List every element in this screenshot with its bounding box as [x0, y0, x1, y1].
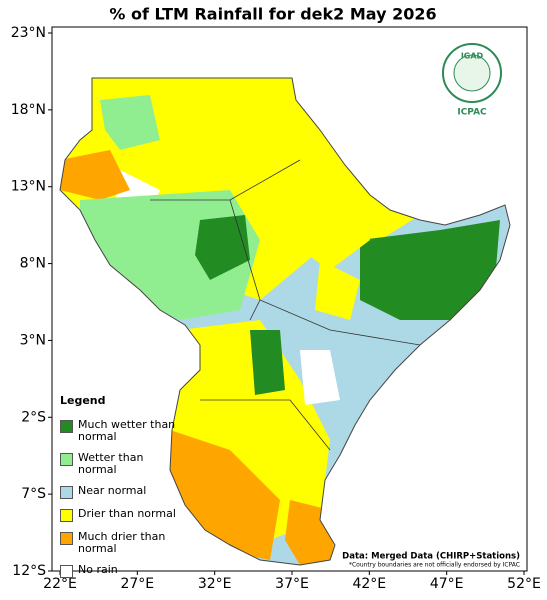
lon-label: 52°E — [507, 576, 541, 592]
legend-swatch — [60, 565, 73, 578]
lat-label: 2°S — [21, 409, 46, 425]
legend-swatch — [60, 532, 73, 545]
legend-label: Much wetter than normal — [78, 418, 176, 443]
legend-label: Drier than normal — [78, 507, 176, 520]
legend-swatch — [60, 453, 73, 466]
legend-swatch — [60, 509, 73, 522]
lat-label: 12°S — [12, 563, 46, 579]
legend-item: Much wetter than normal — [60, 419, 178, 443]
boundaries — [150, 159, 421, 451]
lat-label: 3°N — [20, 332, 46, 348]
lat-label: 18°N — [11, 102, 46, 118]
legend-title: Legend — [60, 394, 106, 407]
source-note: Data: Merged Data (CHIRP+Stations) — [342, 552, 520, 562]
logo: IGAD ICPAC — [442, 43, 502, 118]
lon-label: 42°E — [352, 576, 386, 592]
legend-item: Drier than normal — [60, 508, 178, 522]
legend-item: Near normal — [60, 485, 178, 499]
legend-item: Much drier than normal — [60, 531, 178, 555]
legend-item: No rain — [60, 564, 178, 578]
legend-swatch — [60, 486, 73, 499]
disclaimer: *Country boundaries are not officially e… — [349, 562, 520, 569]
lon-label: 37°E — [275, 576, 309, 592]
lon-label: 47°E — [430, 576, 464, 592]
legend-item: Wetter than normal — [60, 452, 178, 476]
legend-label: Wetter than normal — [78, 451, 144, 476]
legend-label: Near normal — [78, 484, 147, 497]
logo-org: ICPAC — [457, 108, 487, 118]
legend-swatch — [60, 420, 73, 433]
legend-label: No rain — [78, 563, 118, 576]
lat-label: 8°N — [20, 256, 46, 272]
lon-label: 32°E — [198, 576, 232, 592]
lon-label: 27°E — [120, 576, 154, 592]
map-title: % of LTM Rainfall for dek2 May 2026 — [109, 5, 436, 24]
lat-label: 13°N — [11, 179, 46, 195]
legend: Legend Much wetter than normal Wetter than… — [60, 394, 178, 587]
lat-label: 23°N — [11, 25, 46, 41]
legend-label: Much drier than normal — [78, 530, 166, 555]
logo-name: IGAD — [461, 52, 484, 61]
lat-label: 7°S — [21, 486, 46, 502]
lon-label: 22°E — [43, 576, 77, 592]
